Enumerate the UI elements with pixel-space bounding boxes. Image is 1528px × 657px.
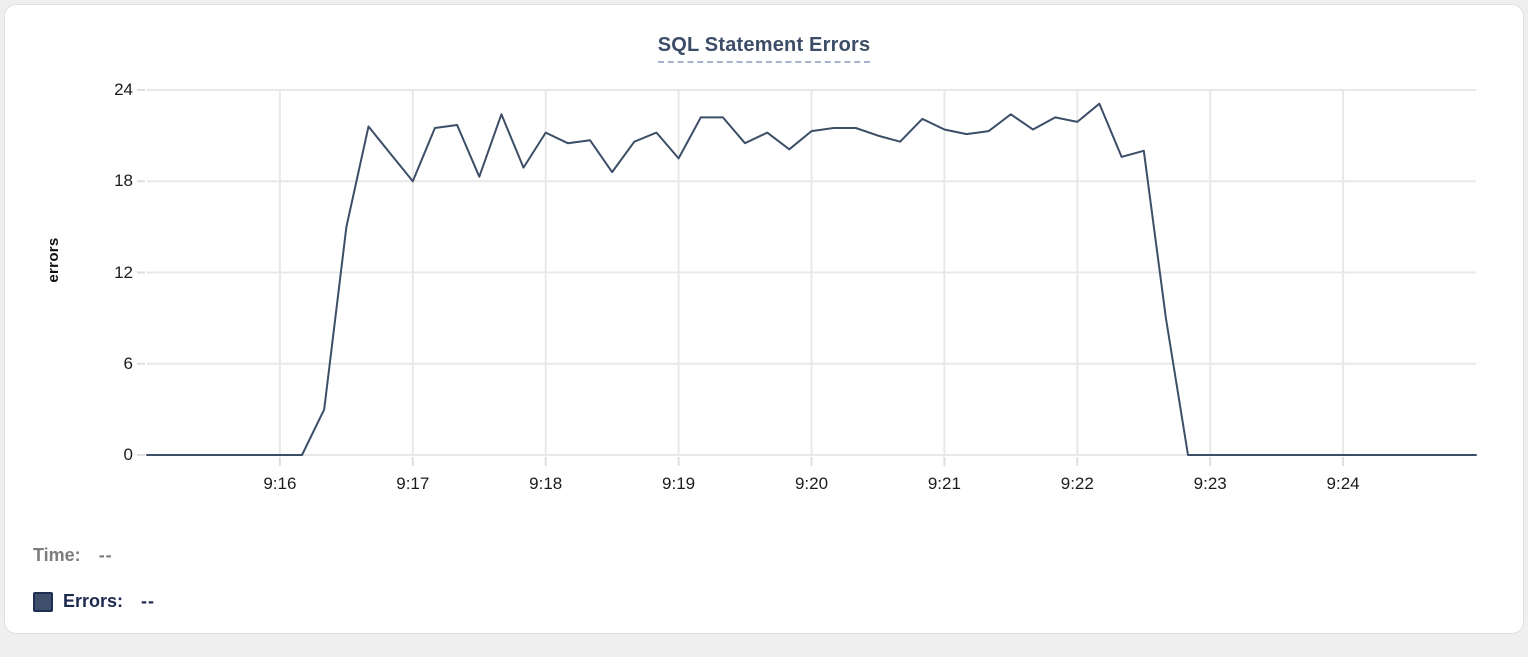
legend-errors-value: --	[141, 591, 156, 611]
chart-header: SQL Statement Errors	[5, 34, 1523, 63]
errors-legend-swatch	[33, 591, 53, 612]
y-tick-label: 24	[114, 80, 133, 99]
legend-row-time: Time: --	[33, 545, 113, 566]
legend-time-value: --	[98, 545, 113, 565]
y-tick-label: 6	[123, 353, 133, 373]
y-tick-label: 0	[123, 445, 133, 464]
legend-errors-label: Errors:	[63, 591, 124, 611]
y-tick-label: 12	[114, 262, 133, 282]
x-tick-label: 9:22	[1060, 474, 1094, 493]
y-tick-label: 18	[114, 171, 133, 191]
x-tick-label: 9:17	[396, 474, 430, 493]
x-tick-label: 9:16	[263, 474, 297, 493]
errors-series-line	[146, 102, 1477, 456]
gridlines	[147, 89, 1476, 456]
x-tick-label: 9:21	[927, 474, 961, 493]
legend-row-errors: Errors: --	[33, 591, 155, 612]
x-tick-label: 9:20	[794, 474, 829, 493]
chart-title-link[interactable]: SQL Statement Errors	[657, 34, 871, 63]
x-tick-label: 9:24	[1326, 474, 1360, 493]
line-chart-plot[interactable]	[5, 5, 1528, 657]
sql-errors-chart-card: SQL Statement Errors errors 24 18 12 6 0 9:1…	[4, 4, 1524, 634]
x-tick-label: 9:19	[662, 474, 696, 493]
x-tick-label: 9:23	[1193, 474, 1227, 493]
legend-time-label: Time:	[33, 545, 81, 565]
axis-tick-marks	[137, 89, 1345, 466]
x-tick-label: 9:18	[529, 474, 563, 493]
